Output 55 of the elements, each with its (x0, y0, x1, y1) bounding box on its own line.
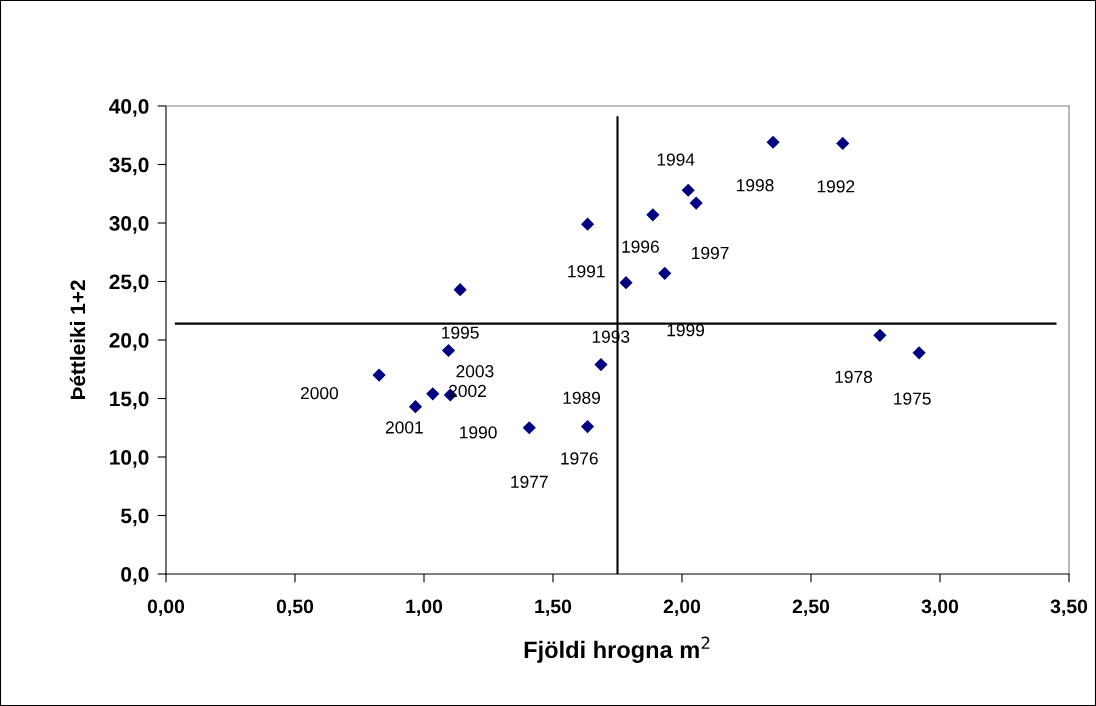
y-tick-label: 15,0 (110, 391, 149, 410)
point (522, 421, 536, 435)
point (441, 343, 456, 358)
x-tick-label: 1,50 (535, 599, 572, 617)
point (912, 346, 926, 360)
x-tick-label: 3,50 (1050, 599, 1088, 617)
y-tick-label: 30,0 (109, 216, 149, 234)
point (408, 400, 423, 414)
point (580, 419, 595, 434)
annotation: 1997 (692, 246, 729, 260)
point (594, 357, 608, 372)
x-axis-title: Fjöldi hrogna m$^{2}$ (524, 636, 710, 663)
point (619, 276, 633, 290)
point (453, 283, 467, 297)
annotation: 1975 (894, 392, 931, 405)
y-tick-label: 35,0 (109, 157, 149, 176)
x-tick-label: 2,50 (792, 599, 830, 617)
annotation: 2001 (385, 421, 423, 434)
annotation: 1976 (561, 452, 598, 465)
annotation: 1998 (737, 179, 774, 192)
point (426, 387, 440, 401)
y-tick-label: 25,0 (109, 274, 149, 293)
x-tick-label: 0,50 (276, 599, 314, 617)
y-tick-label: 10,0 (110, 450, 149, 468)
annotation: 1989 (563, 391, 601, 404)
annotation: 1978 (835, 370, 873, 384)
y-axis-title: Þéttleiki 1+2 (69, 280, 86, 400)
point (873, 328, 887, 342)
x-tick-label: 2,00 (663, 599, 701, 617)
annotation: 1977 (511, 475, 548, 488)
annotation: 1992 (817, 180, 855, 193)
annotation: 2003 (456, 365, 494, 378)
y-tick-label: 0,0 (121, 567, 149, 585)
point (766, 135, 780, 149)
annotation: 1990 (460, 426, 497, 439)
y-tick-label: 5,0 (121, 508, 149, 527)
point (372, 368, 386, 382)
y-tick-label: 20,0 (109, 333, 149, 351)
point (646, 208, 660, 222)
x-tick-label: 0,00 (147, 599, 185, 617)
point (681, 183, 695, 197)
point (836, 136, 850, 151)
y-tick-label: 40,0 (109, 99, 149, 117)
point (689, 196, 703, 210)
annotation: 1994 (657, 153, 695, 166)
point (580, 217, 595, 231)
annotation: 1991 (568, 265, 605, 278)
annotation: 1999 (667, 324, 705, 337)
x-tick-label: 3,00 (921, 599, 959, 617)
point (658, 266, 672, 280)
annotation: 2000 (300, 386, 339, 400)
annotation: 1995 (442, 326, 479, 339)
x-tick-label: 1,00 (406, 599, 443, 617)
annotation: 2002 (449, 384, 486, 398)
annotation: 1996 (622, 240, 659, 253)
